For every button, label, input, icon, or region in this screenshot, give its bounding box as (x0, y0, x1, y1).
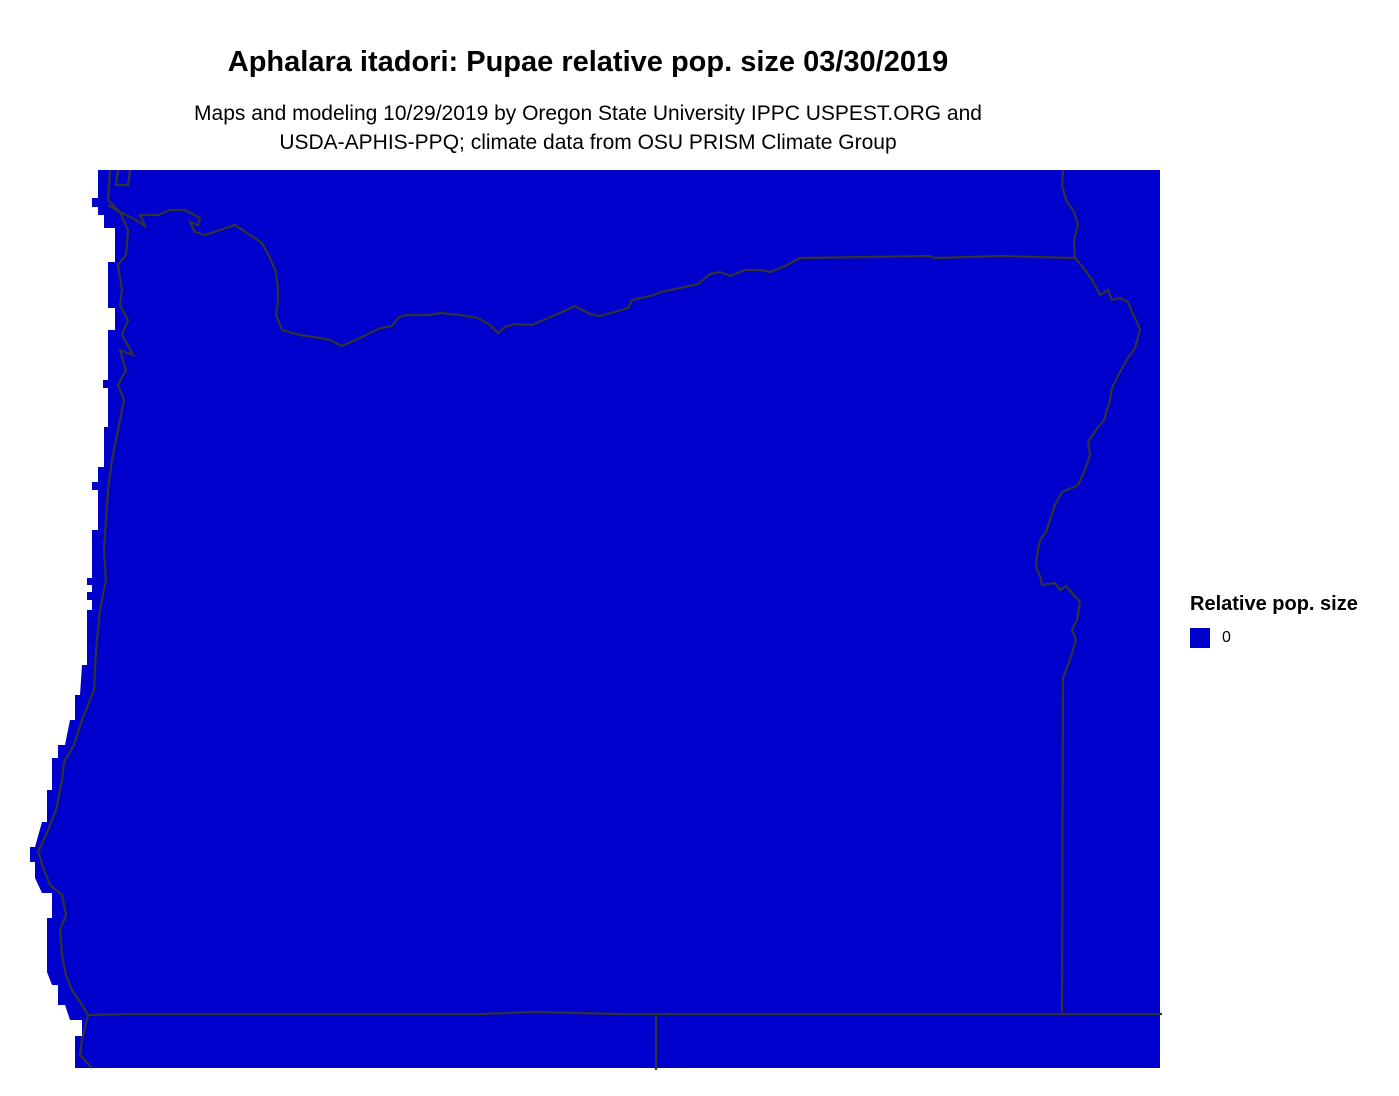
map-subtitle-line-1: Maps and modeling 10/29/2019 by Oregon S… (194, 102, 982, 125)
legend-title: Relative pop. size (1190, 593, 1358, 615)
legend-label-0: 0 (1222, 629, 1231, 646)
population-raster (30, 170, 1160, 1068)
state-borders (36, 169, 1162, 1070)
eastern-border (1034, 169, 1142, 1016)
columbia-river-border (107, 169, 1076, 348)
legend-key-0 (1190, 628, 1210, 648)
southern-border (87, 1010, 1162, 1070)
map-subtitle-line-2: USDA-APHIS-PPQ; climate data from OSU PR… (279, 131, 897, 154)
oregon-coastline (36, 169, 136, 1069)
map-title: Aphalara itadori: Pupae relative pop. si… (227, 46, 949, 78)
